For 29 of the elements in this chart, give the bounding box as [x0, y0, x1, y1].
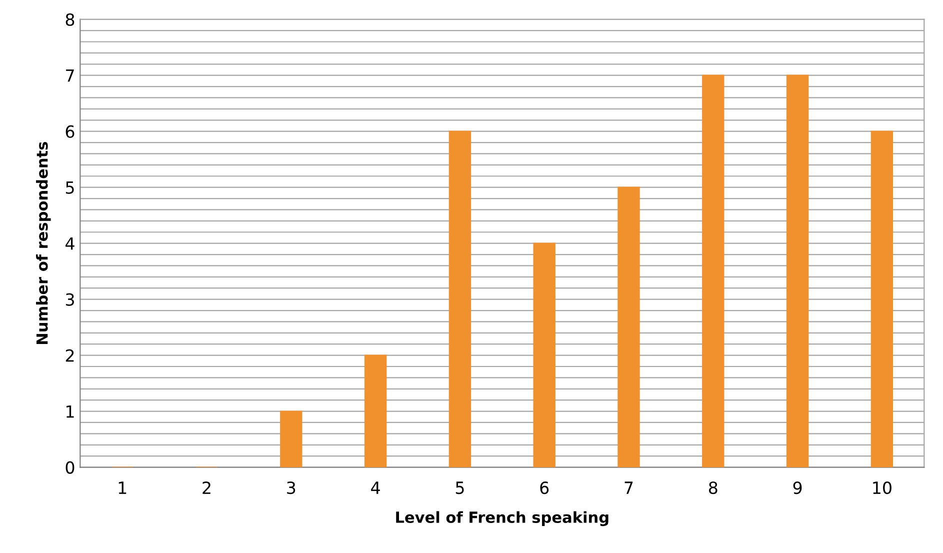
x-tick-label: 7: [624, 482, 633, 494]
y-tick-label: 8: [66, 13, 74, 26]
x-tick-label: 2: [202, 481, 210, 494]
x-tick-label: 3: [287, 481, 296, 494]
bar: [280, 410, 302, 468]
y-axis-title: Number of respondents: [36, 142, 51, 344]
y-tick-label: 1: [66, 405, 74, 418]
y-tick-label: 7: [66, 70, 74, 82]
x-tick-label: 1: [118, 482, 126, 494]
y-tick-label: 4: [66, 238, 74, 250]
bar: [702, 74, 724, 468]
y-tick-label: 0: [66, 461, 74, 474]
x-tick-label: 8: [708, 481, 718, 494]
bar: [448, 130, 472, 468]
bar: [870, 130, 894, 468]
x-tick-label: 5: [456, 482, 464, 494]
bar: [533, 242, 556, 468]
y-tick-label: 3: [66, 293, 74, 306]
y-tick-label: 2: [66, 349, 74, 362]
y-tick-label: 6: [66, 125, 74, 138]
bar: [364, 354, 387, 468]
x-tick-label: 6: [540, 481, 549, 494]
x-tick-label: 9: [793, 481, 802, 494]
y-tick-label: 5: [66, 182, 74, 194]
x-tick-label: 4: [371, 482, 380, 494]
x-tick-label: 10: [873, 481, 892, 494]
bar: [618, 186, 640, 468]
bar: [786, 74, 809, 468]
x-axis-title: Level of French speaking: [396, 511, 608, 526]
